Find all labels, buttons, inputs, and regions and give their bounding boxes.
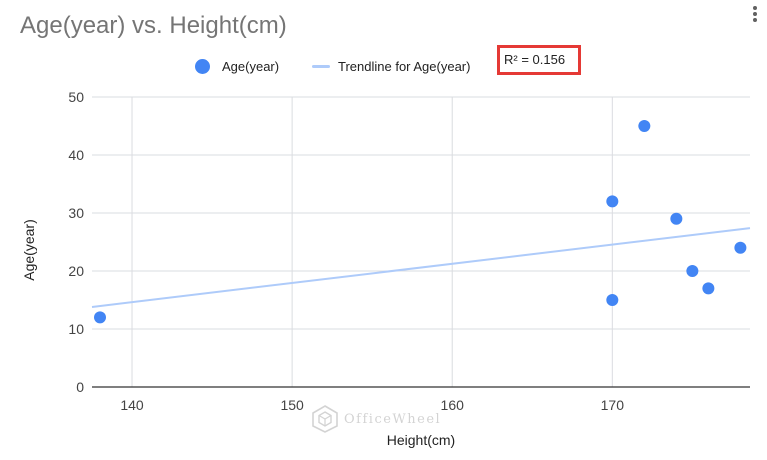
y-axis-title: Age(year) [21,219,37,280]
trendline-layer [91,227,751,308]
x-tick-label: 150 [280,397,304,413]
y-tick-label: 20 [68,263,84,279]
y-tick-label: 50 [68,89,84,105]
data-point [686,265,699,277]
data-point [606,294,619,306]
data-points [94,120,747,324]
legend-series-marker [195,59,210,74]
data-point [702,282,715,295]
trendline [91,227,751,308]
r-squared-highlight: R² = 0.156 [497,45,581,75]
x-tick-label: 140 [120,397,144,413]
gridlines [92,96,750,387]
axis-labels: 0 10 20 30 40 50 140 150 160 170 Height(cm) Age(yea… [21,89,624,448]
chart-title: Age(year) vs. Height(cm) [20,12,287,39]
more-vertical-icon[interactable] [748,4,762,30]
y-tick-label: 40 [68,147,84,163]
data-point [638,120,651,132]
y-tick-label: 0 [76,379,84,395]
y-tick-label: 10 [68,321,84,337]
y-tick-label: 30 [68,205,84,221]
data-point [94,311,107,324]
x-tick-label: 170 [601,397,625,413]
x-tick-label: 160 [441,397,465,413]
watermark-text: OfficeWheel [344,411,442,427]
data-point [670,212,683,225]
data-point [606,195,619,208]
r-squared-label: R² = 0.156 [504,52,566,67]
legend-series-label: Age(year) [222,59,280,74]
legend-trendline-marker [312,65,330,68]
legend: Age(year) Trendline for Age(year) [0,54,767,80]
data-point [734,241,747,254]
cube-logo-icon [312,405,338,433]
legend-trendline-label: Trendline for Age(year) [338,59,471,74]
watermark: OfficeWheel [312,402,462,436]
x-axis-title: Height(cm) [387,432,455,448]
